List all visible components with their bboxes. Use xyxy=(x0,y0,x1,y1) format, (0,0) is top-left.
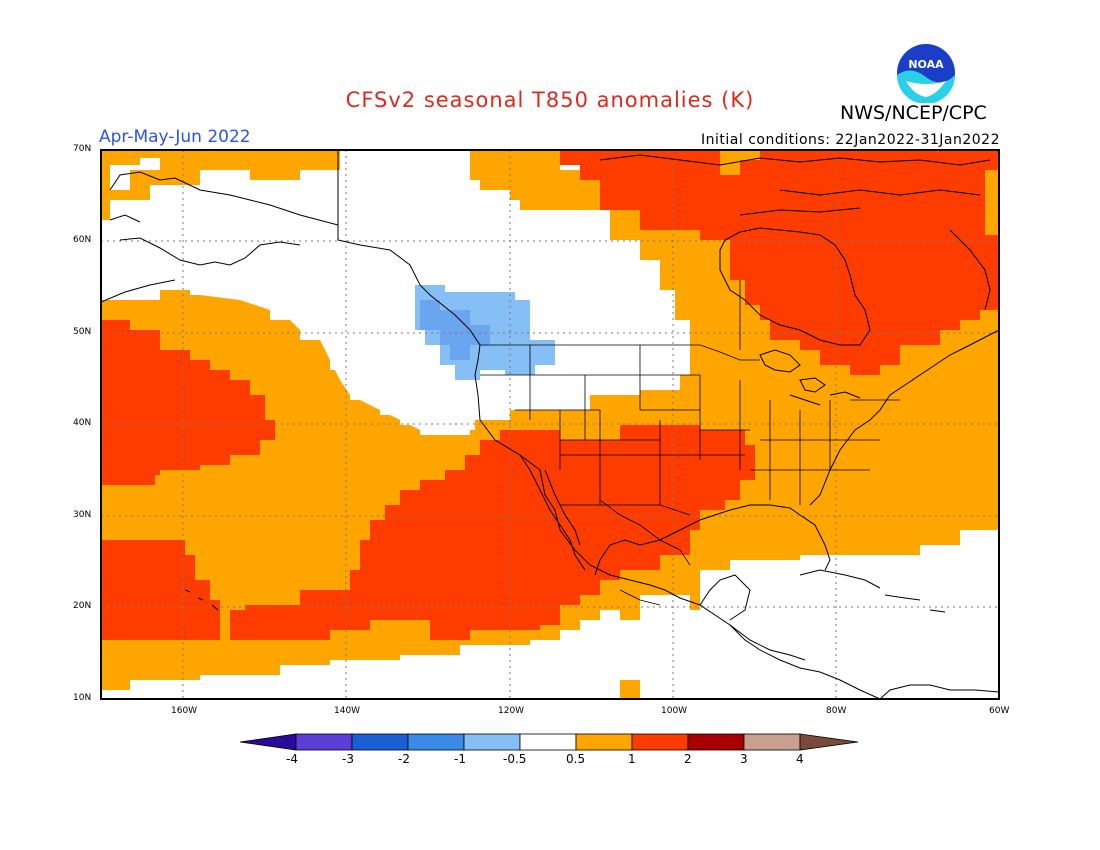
lon-label-60w: 60W xyxy=(989,706,1010,716)
colorbar-arrow-high xyxy=(799,733,859,751)
lon-label-100w: 100W xyxy=(661,706,688,716)
anomaly-orange-hudson xyxy=(720,150,760,175)
lat-label-40n: 40N xyxy=(73,418,92,428)
colorbar-arrow-low xyxy=(239,733,297,751)
svg-text:NOAA: NOAA xyxy=(908,58,944,71)
noaa-logo-icon: NOAA xyxy=(897,44,955,103)
anomaly-red-northeast xyxy=(560,150,999,375)
anomaly-red-southwest xyxy=(300,425,755,640)
colorbar-label: -2 xyxy=(398,752,410,766)
lon-label-160w: 160W xyxy=(171,706,198,716)
lon-label-120w: 120W xyxy=(498,706,525,716)
colorbar-label: 2 xyxy=(684,752,692,766)
lat-label-50n: 50N xyxy=(73,327,92,337)
colorbar-label: 0.5 xyxy=(566,752,586,766)
lat-label-20n: 20N xyxy=(73,601,92,611)
lat-label-10n: 10N xyxy=(73,693,92,703)
anomaly-red-subtropic xyxy=(101,540,220,640)
colorbar-label: -0.5 xyxy=(503,752,527,766)
lat-label-60n: 60N xyxy=(73,235,92,245)
anomaly-red-subtropic-2 xyxy=(230,605,350,640)
colorbar-label: -4 xyxy=(286,752,298,766)
lon-label-140w: 140W xyxy=(334,706,361,716)
colorbar-label: 4 xyxy=(796,752,804,766)
agency-label: NWS/NCEP/CPC xyxy=(840,102,987,124)
lat-label-30n: 30N xyxy=(73,510,92,520)
lat-label-70n: 70N xyxy=(73,144,92,154)
chart-title: CFSv2 seasonal T850 anomalies (K) xyxy=(345,88,755,112)
colorbar-label: 3 xyxy=(740,752,748,766)
anomaly-white-sw-alaska xyxy=(101,235,150,265)
colorbar-label: 1 xyxy=(628,752,636,766)
forecast-period: Apr-May-Jun 2022 xyxy=(99,127,251,147)
initial-conditions: Initial conditions: 22Jan2022-31Jan2022 xyxy=(701,132,1000,148)
anomaly-red-pacific xyxy=(101,320,275,485)
political-boundaries xyxy=(480,280,900,606)
colorbar-label: -3 xyxy=(342,752,354,766)
map-frame xyxy=(100,149,1000,700)
anomaly-white-caribbean xyxy=(610,530,999,699)
anomaly-orange-alaska xyxy=(101,150,340,220)
anomaly-white-alaska-top xyxy=(110,158,160,190)
lon-label-80w: 80W xyxy=(826,706,847,716)
colorbar-label: -1 xyxy=(454,752,466,766)
anomaly-blue-bc xyxy=(420,300,490,360)
coastlines xyxy=(101,150,999,699)
anomaly-white-bottom xyxy=(101,610,620,699)
